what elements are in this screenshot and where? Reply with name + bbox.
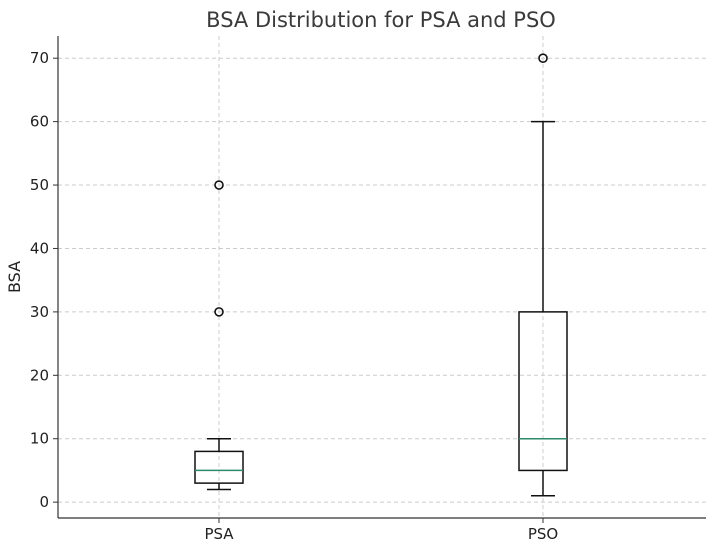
outlier-point-psa [214,180,224,190]
box-group-pso [518,53,568,497]
iqr-box-psa [194,450,244,484]
outlier-point-pso [538,53,548,63]
y-tick-label: 70 [30,49,49,67]
y-tick-label: 10 [30,430,49,448]
plot-area [194,53,568,497]
y-tick-label: 30 [30,303,49,321]
iqr-box-pso [518,311,568,472]
grid-lines [58,36,706,518]
y-tick-label: 40 [30,239,49,257]
outlier-point-psa [214,307,224,317]
y-axis-label: BSA [5,261,24,293]
y-tick-label: 60 [30,113,49,131]
box-group-psa [194,180,244,491]
y-tick-label: 50 [30,176,49,194]
y-tick-label: 20 [30,366,49,384]
x-tick-label-psa: PSA [204,525,234,543]
chart-title: BSA Distribution for PSA and PSO [206,8,556,32]
axes: 0 10 20 30 40 50 60 70 PSA PSO [30,36,706,543]
x-tick-label-pso: PSO [528,525,558,543]
y-tick-label: 0 [39,493,49,511]
